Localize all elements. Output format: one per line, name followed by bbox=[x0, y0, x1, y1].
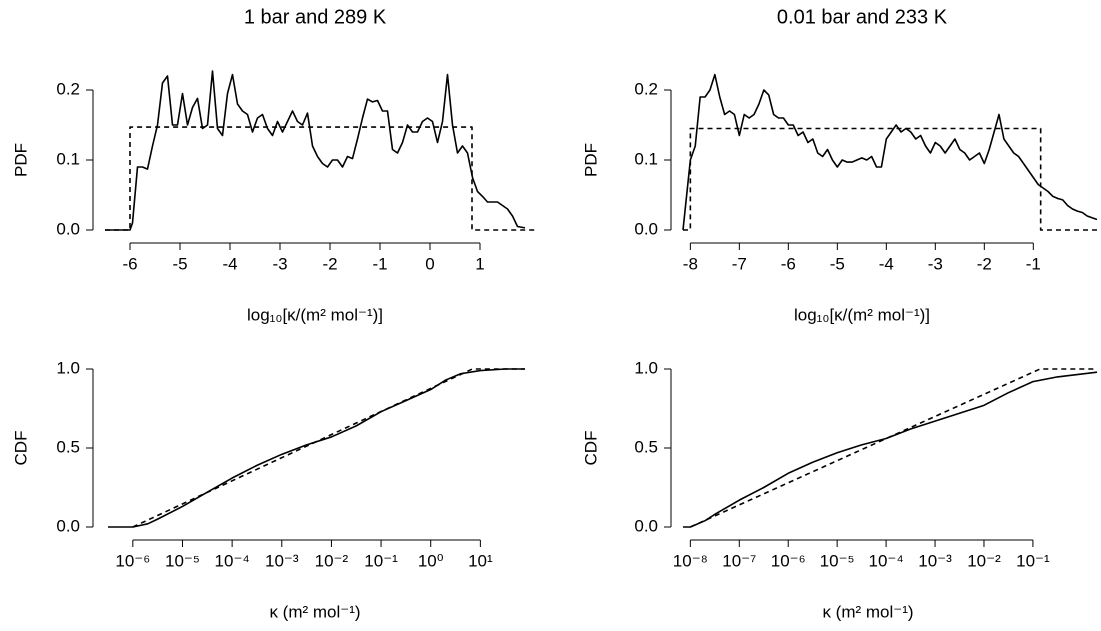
y-axis-label: PDF bbox=[581, 143, 600, 177]
y-tick-label: 0.1 bbox=[634, 149, 658, 168]
x-axis-label: κ (m² mol⁻¹) bbox=[822, 602, 913, 621]
x-axis-label: log₁₀[κ/(m² mol⁻¹)] bbox=[794, 305, 930, 324]
x-tick-label: 10⁻¹ bbox=[364, 551, 398, 570]
x-tick-label: -1 bbox=[372, 254, 387, 273]
y-tick-label: 0.5 bbox=[56, 437, 80, 456]
x-tick-label: -4 bbox=[879, 254, 894, 273]
y-tick-label: 0.5 bbox=[634, 437, 658, 456]
y-tick-label: 0.2 bbox=[634, 79, 658, 98]
y-tick-label: 0.1 bbox=[56, 149, 80, 168]
solid-line bbox=[683, 371, 1098, 528]
y-tick-label: 0.0 bbox=[56, 516, 80, 535]
solid-line bbox=[105, 70, 526, 231]
x-tick-label: -2 bbox=[977, 254, 992, 273]
x-tick-label: 10⁻⁶ bbox=[771, 551, 806, 570]
x-tick-label: 10⁻³ bbox=[918, 551, 952, 570]
dashed-line bbox=[105, 126, 535, 231]
x-tick-label: -2 bbox=[322, 254, 337, 273]
x-tick-label: 10⁻⁴ bbox=[215, 551, 250, 570]
x-tick-label: -3 bbox=[272, 254, 287, 273]
x-tick-label: 10⁻⁸ bbox=[673, 551, 708, 570]
x-tick-label: 10¹ bbox=[468, 551, 493, 570]
y-tick-label: 0.0 bbox=[56, 219, 80, 238]
chart-title: 0.01 bar and 233 K bbox=[777, 6, 948, 28]
x-tick-label: -6 bbox=[781, 254, 796, 273]
x-tick-label: 10⁻³ bbox=[265, 551, 299, 570]
x-tick-label: -5 bbox=[830, 254, 845, 273]
chart-title: 1 bar and 289 K bbox=[244, 6, 387, 28]
y-tick-label: 1.0 bbox=[56, 358, 80, 377]
y-tick-label: 1.0 bbox=[634, 358, 658, 377]
x-tick-label: -6 bbox=[122, 254, 137, 273]
x-tick-label: 10⁻⁵ bbox=[165, 551, 200, 570]
y-tick-label: 0.2 bbox=[56, 79, 80, 98]
x-tick-label: 0 bbox=[425, 254, 434, 273]
x-tick-label: 10⁻² bbox=[315, 551, 349, 570]
x-tick-label: 10⁻⁶ bbox=[115, 551, 150, 570]
y-tick-label: 0.0 bbox=[634, 516, 658, 535]
x-tick-label: 10⁻⁷ bbox=[722, 551, 756, 570]
x-tick-label: 10⁻¹ bbox=[1016, 551, 1050, 570]
y-axis-label: CDF bbox=[581, 431, 600, 466]
x-tick-label: 10⁻⁴ bbox=[868, 551, 903, 570]
dashed-line bbox=[132, 368, 525, 528]
dashed-line bbox=[690, 368, 1097, 528]
x-tick-label: 10⁻⁵ bbox=[820, 551, 855, 570]
dashed-line bbox=[683, 127, 1097, 231]
x-axis-label: κ (m² mol⁻¹) bbox=[269, 602, 360, 621]
solid-line bbox=[108, 368, 525, 528]
x-axis-label: log₁₀[κ/(m² mol⁻¹)] bbox=[247, 305, 383, 324]
y-axis-label: CDF bbox=[11, 431, 30, 466]
x-tick-label: 1 bbox=[475, 254, 484, 273]
x-tick-label: 10⁰ bbox=[418, 551, 444, 570]
x-tick-label: -4 bbox=[222, 254, 237, 273]
x-tick-label: 10⁻² bbox=[967, 551, 1001, 570]
x-tick-label: -8 bbox=[683, 254, 698, 273]
solid-line bbox=[682, 73, 1098, 231]
x-tick-label: -5 bbox=[172, 254, 187, 273]
y-axis-label: PDF bbox=[11, 143, 30, 177]
y-tick-label: 0.0 bbox=[634, 219, 658, 238]
x-tick-label: -7 bbox=[732, 254, 747, 273]
x-tick-label: -3 bbox=[928, 254, 943, 273]
x-tick-label: -1 bbox=[1026, 254, 1041, 273]
